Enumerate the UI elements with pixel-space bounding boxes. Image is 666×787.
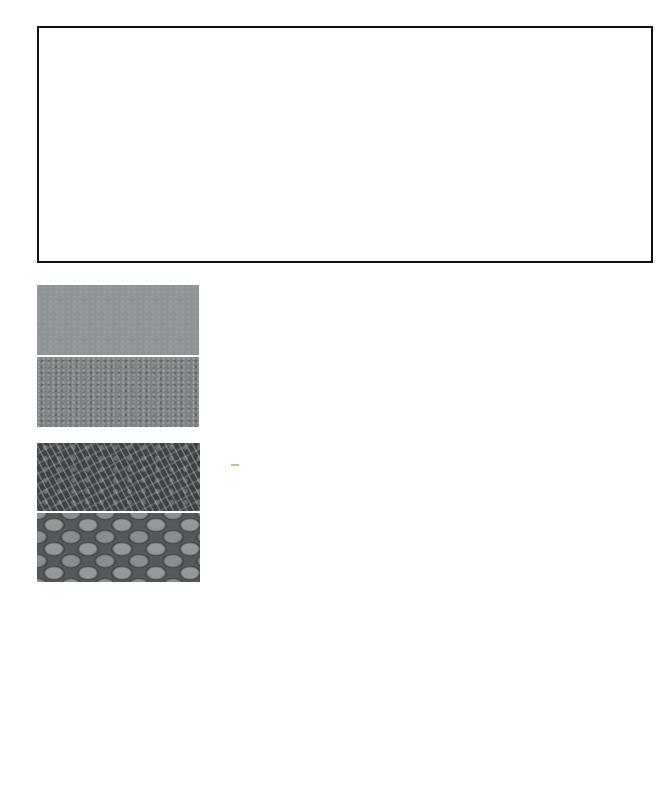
g-schematic bbox=[440, 436, 666, 621]
sem-image-pebbly bbox=[37, 513, 200, 582]
f-schematic bbox=[195, 440, 480, 615]
h-axes bbox=[0, 588, 666, 787]
sem-image-smooth bbox=[37, 285, 199, 355]
f-anion-radicals-chip bbox=[231, 464, 239, 466]
panel-c-chart bbox=[213, 276, 428, 446]
a-connector-lines bbox=[0, 0, 666, 272]
sem-image-flaky bbox=[37, 443, 200, 511]
sem-image-rough bbox=[37, 357, 199, 427]
a-plot-frame bbox=[37, 26, 653, 263]
